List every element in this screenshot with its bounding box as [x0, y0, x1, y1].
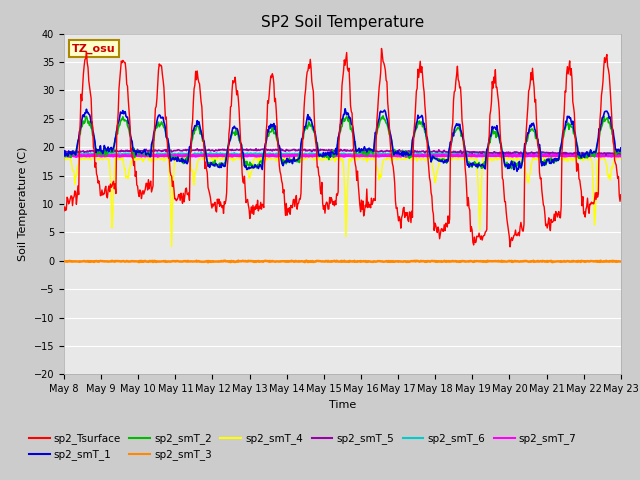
- Text: TZ_osu: TZ_osu: [72, 44, 116, 54]
- Legend: sp2_Tsurface, sp2_smT_1, sp2_smT_2, sp2_smT_3, sp2_smT_4, sp2_smT_5, sp2_smT_6, : sp2_Tsurface, sp2_smT_1, sp2_smT_2, sp2_…: [25, 429, 580, 465]
- Title: SP2 Soil Temperature: SP2 Soil Temperature: [260, 15, 424, 30]
- Y-axis label: Soil Temperature (C): Soil Temperature (C): [18, 147, 28, 261]
- X-axis label: Time: Time: [329, 400, 356, 409]
